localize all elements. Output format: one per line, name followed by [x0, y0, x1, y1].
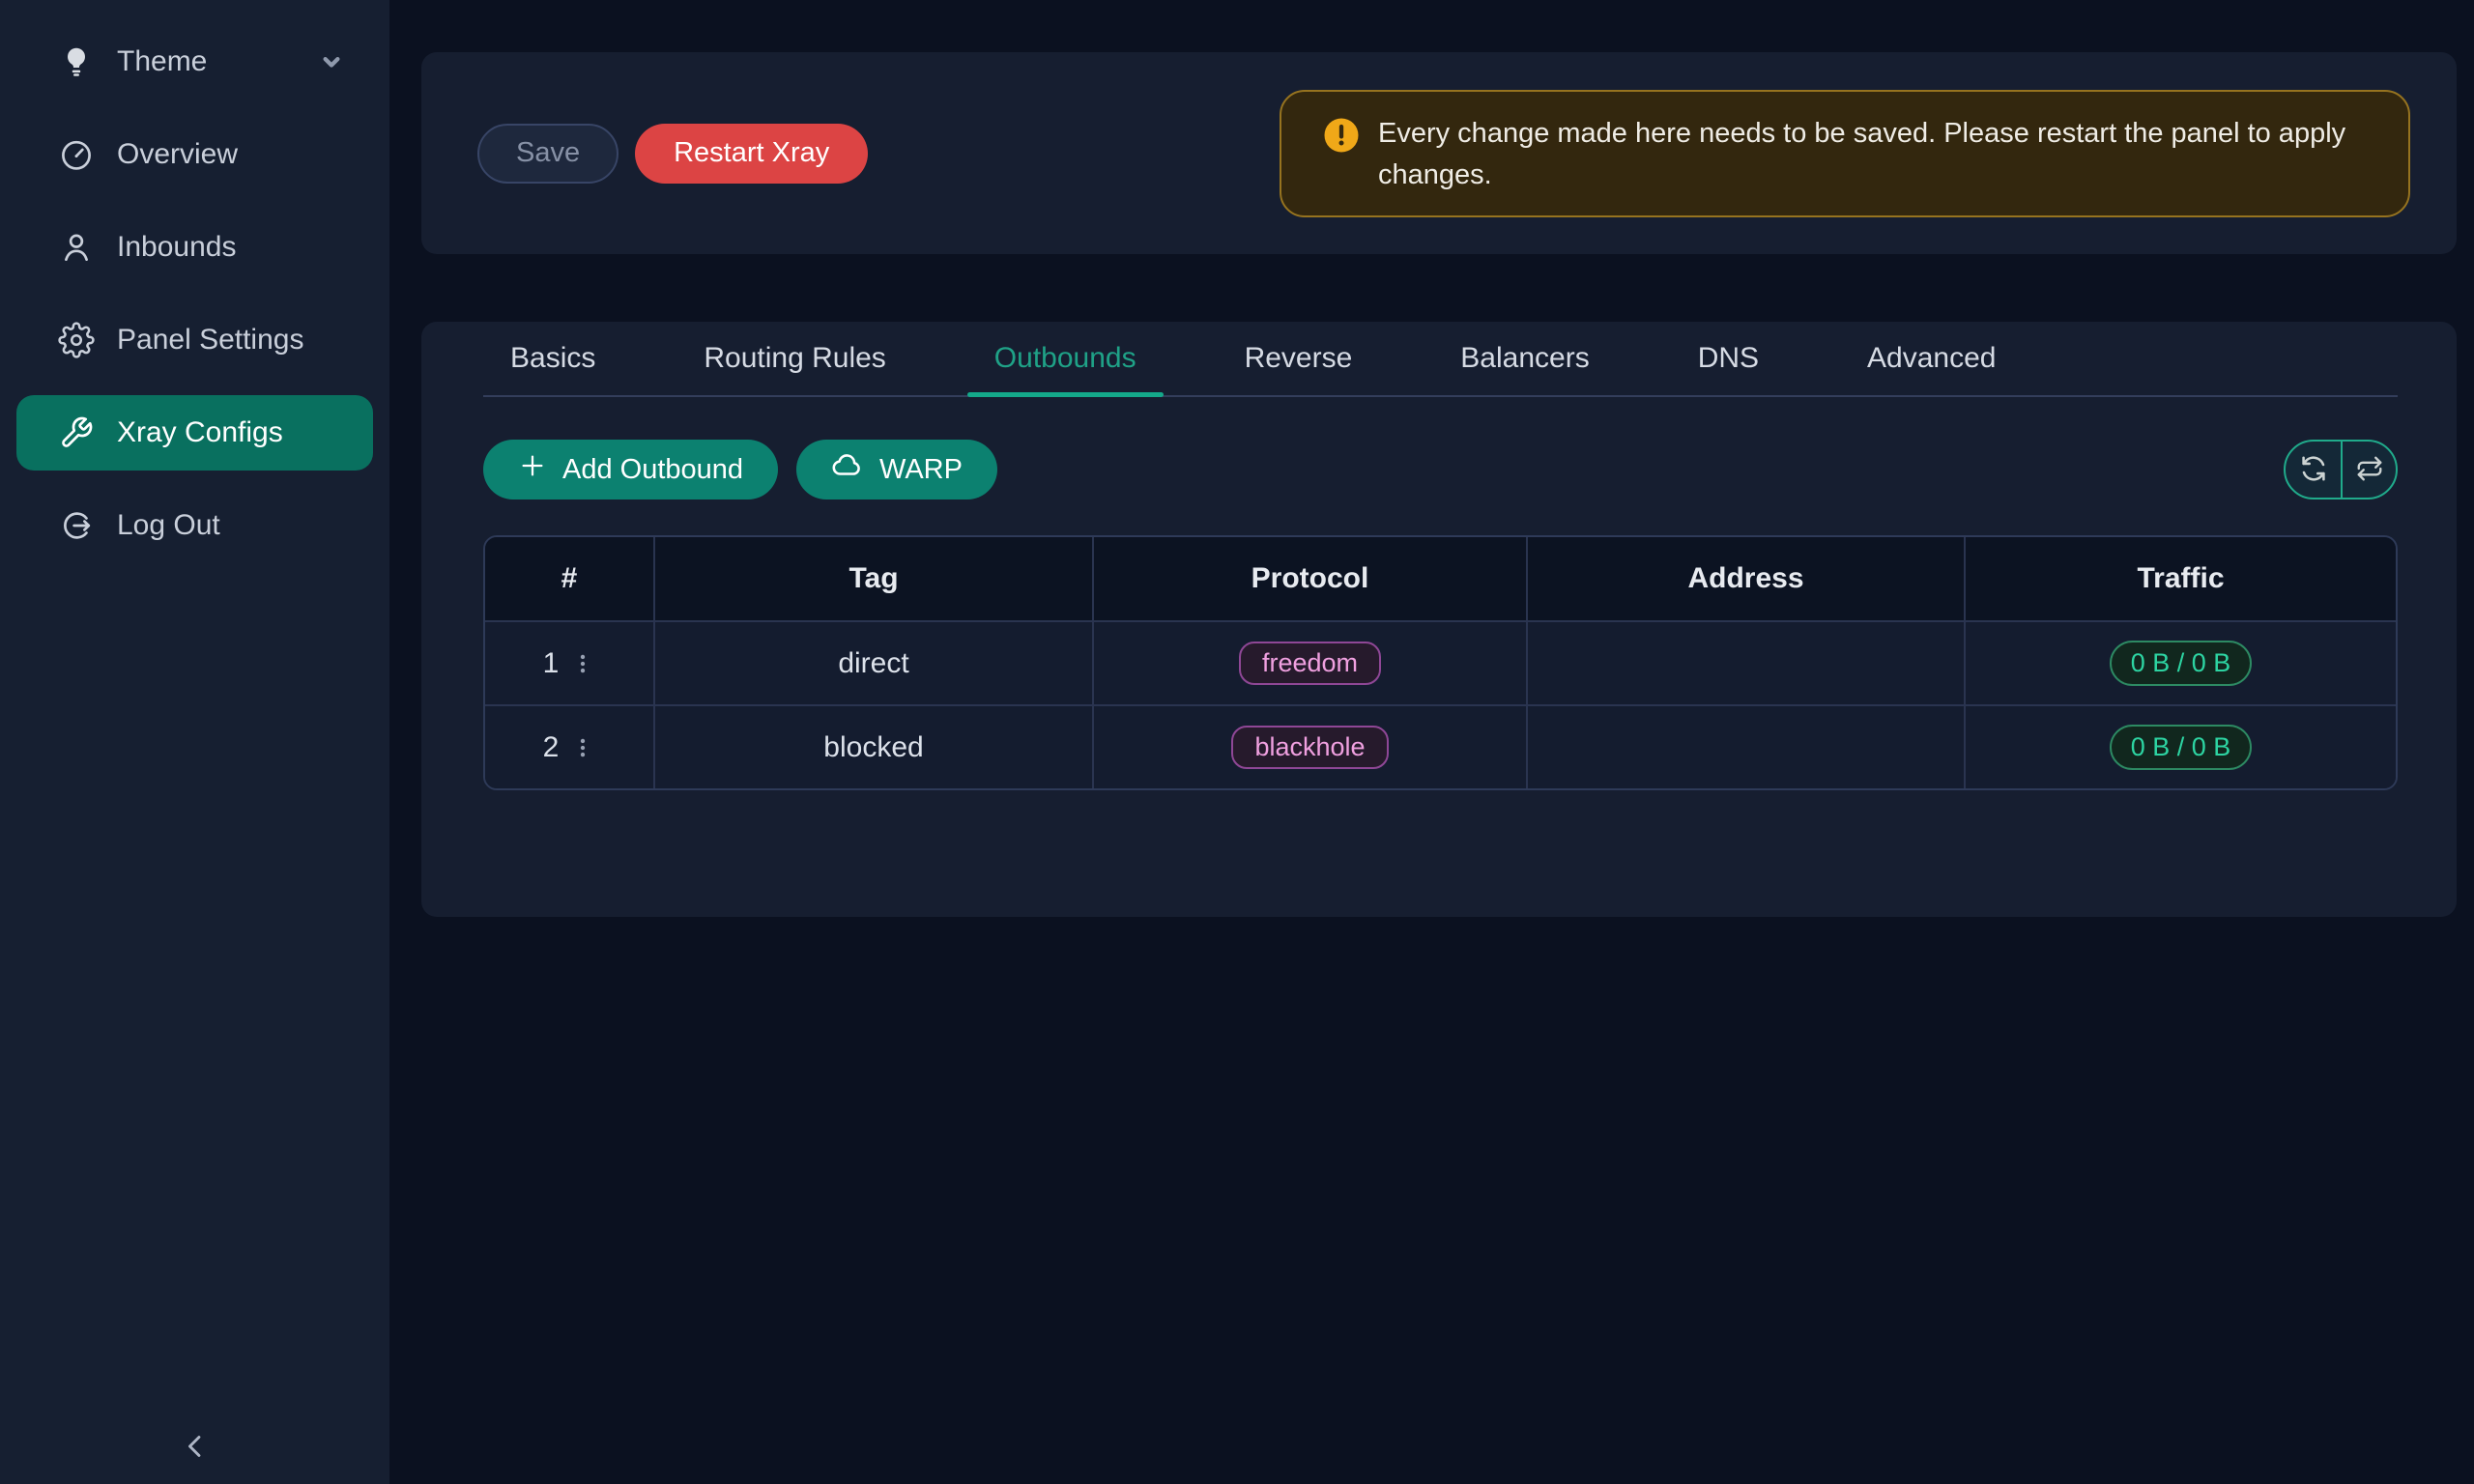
chevron-down-icon — [315, 45, 348, 78]
table-actions-group — [2284, 440, 2398, 499]
sidebar-item-label: Overview — [117, 138, 239, 170]
gauge-icon — [57, 135, 96, 174]
column-header-traffic: Traffic — [1964, 537, 2396, 620]
sidebar-item-label: Inbounds — [117, 231, 237, 263]
tab-advanced[interactable]: Advanced — [1867, 342, 1997, 374]
table-cell-traffic: 0 B / 0 B — [1964, 620, 2396, 704]
restart-xray-button[interactable]: Restart Xray — [635, 123, 869, 184]
sidebar-item-xray-configs[interactable]: Xray Configs — [16, 395, 373, 471]
outbounds-toolbar: Add Outbound WARP — [483, 440, 2398, 499]
table-cell-tag: blocked — [653, 704, 1092, 788]
xray-tabs: Basics Routing Rules Outbounds Reverse B… — [483, 322, 2398, 397]
tab-routing-rules[interactable]: Routing Rules — [704, 342, 886, 374]
sidebar-item-overview[interactable]: Overview — [16, 117, 373, 192]
table-cell-protocol: freedom — [1092, 620, 1526, 704]
kebab-menu-icon[interactable] — [570, 733, 595, 762]
plus-icon — [518, 451, 547, 488]
sidebar-item-label: Log Out — [117, 509, 220, 541]
alert-text: Every change made here needs to be saved… — [1378, 117, 2346, 190]
column-header-index: # — [485, 537, 653, 620]
tab-balancers[interactable]: Balancers — [1460, 342, 1590, 374]
sidebar-item-log-out[interactable]: Log Out — [16, 488, 373, 563]
column-header-address: Address — [1526, 537, 1964, 620]
table-row-index: 2 — [485, 704, 653, 788]
reload-default-button[interactable] — [2341, 442, 2396, 498]
warning-icon — [1322, 116, 1361, 167]
add-outbound-button[interactable]: Add Outbound — [483, 440, 779, 499]
table-cell-protocol: blackhole — [1092, 704, 1526, 788]
save-button[interactable]: Save — [477, 123, 619, 184]
sidebar-item-inbounds[interactable]: Inbounds — [16, 210, 373, 285]
column-header-tag: Tag — [653, 537, 1092, 620]
main-content: Save Restart Xray Every change made here… — [389, 0, 2474, 1484]
tab-outbounds[interactable]: Outbounds — [966, 322, 1164, 397]
table-cell-tag: direct — [653, 620, 1092, 704]
refresh-icon — [2298, 453, 2329, 487]
restart-warning-alert: Every change made here needs to be saved… — [1280, 89, 2410, 217]
refresh-button[interactable] — [2286, 442, 2341, 498]
cloud-icon — [831, 449, 864, 490]
table-cell-traffic: 0 B / 0 B — [1964, 704, 2396, 788]
user-icon — [57, 228, 96, 267]
sidebar-item-theme[interactable]: Theme — [16, 24, 373, 100]
repeat-icon — [2355, 454, 2384, 486]
table-cell-address — [1526, 620, 1964, 704]
sidebar-item-label: Panel Settings — [117, 324, 304, 356]
table-row-index: 1 — [485, 620, 653, 704]
traffic-badge: 0 B / 0 B — [2109, 725, 2253, 770]
tab-reverse[interactable]: Reverse — [1244, 342, 1353, 374]
chevron-left-icon — [177, 1428, 214, 1468]
outbounds-table: # Tag Protocol Address Traffic 1 direct … — [483, 535, 2398, 790]
wrench-icon — [57, 414, 96, 452]
warp-button[interactable]: WARP — [796, 440, 997, 499]
gear-icon — [57, 321, 96, 359]
xray-configs-card: Basics Routing Rules Outbounds Reverse B… — [421, 322, 2457, 917]
sidebar-item-panel-settings[interactable]: Panel Settings — [16, 302, 373, 378]
protocol-badge: freedom — [1238, 642, 1382, 685]
sidebar-item-label: Theme — [117, 45, 208, 77]
column-header-protocol: Protocol — [1092, 537, 1526, 620]
sidebar: Theme Overview Inbounds — [0, 0, 389, 1484]
actions-card: Save Restart Xray Every change made here… — [421, 52, 2457, 254]
table-cell-address — [1526, 704, 1964, 788]
tab-basics[interactable]: Basics — [510, 342, 596, 374]
traffic-badge: 0 B / 0 B — [2109, 641, 2253, 686]
logout-icon — [57, 506, 96, 545]
kebab-menu-icon[interactable] — [570, 649, 595, 678]
sidebar-collapse-button[interactable] — [166, 1424, 224, 1470]
tab-dns[interactable]: DNS — [1697, 342, 1760, 374]
protocol-badge: blackhole — [1231, 726, 1389, 769]
lightbulb-icon — [57, 43, 96, 81]
sidebar-item-label: Xray Configs — [117, 416, 283, 448]
